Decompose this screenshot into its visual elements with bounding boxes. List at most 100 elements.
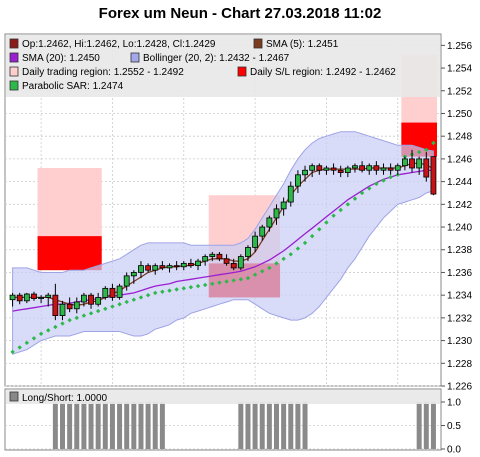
long-short-bar [252,402,258,449]
psar-dot [10,349,15,355]
psar-dot [74,315,79,321]
psar-dot [267,265,272,271]
legend-swatch [9,80,19,91]
psar-dot [231,278,236,283]
candle-body [38,297,44,299]
candle-body [259,226,266,237]
long-short-bar [67,402,73,449]
candle-body [416,158,423,169]
candle-body [295,174,301,187]
y-tick-label: 1.234 [447,291,472,302]
long-short-bar [52,402,58,449]
y-tick-label: 1.254 [447,64,472,75]
psar-dot [124,299,129,305]
long-short-bar [145,402,151,449]
psar-dot [195,283,201,289]
candle-body [188,262,194,267]
long-short-bar [238,402,244,449]
candle-body [366,165,373,171]
psar-dot [224,279,229,284]
psar-dot [202,282,208,288]
candle-body [216,253,223,260]
candle-body [52,294,59,316]
psar-dot [238,277,244,282]
y-tick-label: 1.230 [447,336,472,347]
long-short-bar [281,402,287,449]
parabolic-sar [10,140,436,355]
psar-dot [131,297,137,302]
candle-body [287,185,294,203]
candle-body [23,293,30,302]
psar-dot [24,340,30,346]
psar-dot [245,275,251,281]
psar-dot [17,345,22,350]
long-short-bar [102,402,108,449]
long-short-bars [52,402,436,449]
psar-dot [295,246,301,251]
candle-body [73,301,80,310]
psar-dot [110,304,115,309]
candle-body [252,235,258,248]
legend-label: Parabolic SAR: 1.2474 [22,81,124,92]
sl-region [37,236,102,271]
candle-body [116,285,123,298]
psar-dot [309,233,315,239]
long-short-bar [131,402,137,449]
psar-dot [302,240,308,246]
psar-dot [367,186,372,191]
long-short-bar [117,402,123,449]
candle-body [316,165,323,171]
psar-dot [95,308,101,314]
long-short-bar [138,402,144,449]
psar-dot [416,149,422,155]
long-short-bar [95,402,101,449]
candle-body [138,265,144,273]
long-short-bar [109,402,115,449]
psar-dot [60,321,65,326]
candle-body [81,294,87,303]
trading-region [37,167,102,237]
long-short-bar [423,402,429,449]
psar-dot [352,196,358,201]
long-short-bar [302,402,308,449]
long-short-bar [288,402,294,449]
candle-body [130,272,137,277]
long-short-bar [266,402,272,449]
psar-dot [338,207,343,213]
candle-body [245,247,251,257]
candle-body [237,256,244,269]
legend-label: Daily trading region: 1.2552 - 1.2492 [22,67,184,78]
candle-body [209,253,216,257]
candle-body [373,165,380,171]
candle-body [202,256,209,262]
legend-swatch [9,38,19,49]
legend-swatch [130,52,140,63]
y-tick-label: 1.256 [447,41,472,52]
candle-body [180,262,187,268]
long-short-bar [152,402,158,449]
candle-body [66,303,73,310]
psar-dot [117,302,122,307]
legend-label: Daily S/L region: 1.2492 - 1.2462 [250,67,396,78]
long-short-bar [274,402,279,449]
psar-dot [67,317,72,323]
candle-body [344,167,351,173]
psar-dot [160,289,165,294]
candle-body [16,294,23,302]
long-short-bar [295,402,301,449]
candle-body [394,165,401,171]
psar-dot [331,213,336,218]
candle-body [230,262,237,269]
legend-swatch [9,52,19,63]
candle-body [159,265,166,269]
sub-tick-label: 0.0 [447,445,461,456]
long-short-bar [74,402,80,449]
psar-dot [53,324,58,330]
long-short-bar [60,402,65,449]
psar-dot [274,261,279,266]
psar-dot [31,336,37,341]
psar-dot [138,295,144,300]
psar-dot [153,290,158,296]
y-axis-ticks: 1.226 1.228 1.230 1.232 1.234 1.236 1.238 1.240… [441,41,472,393]
